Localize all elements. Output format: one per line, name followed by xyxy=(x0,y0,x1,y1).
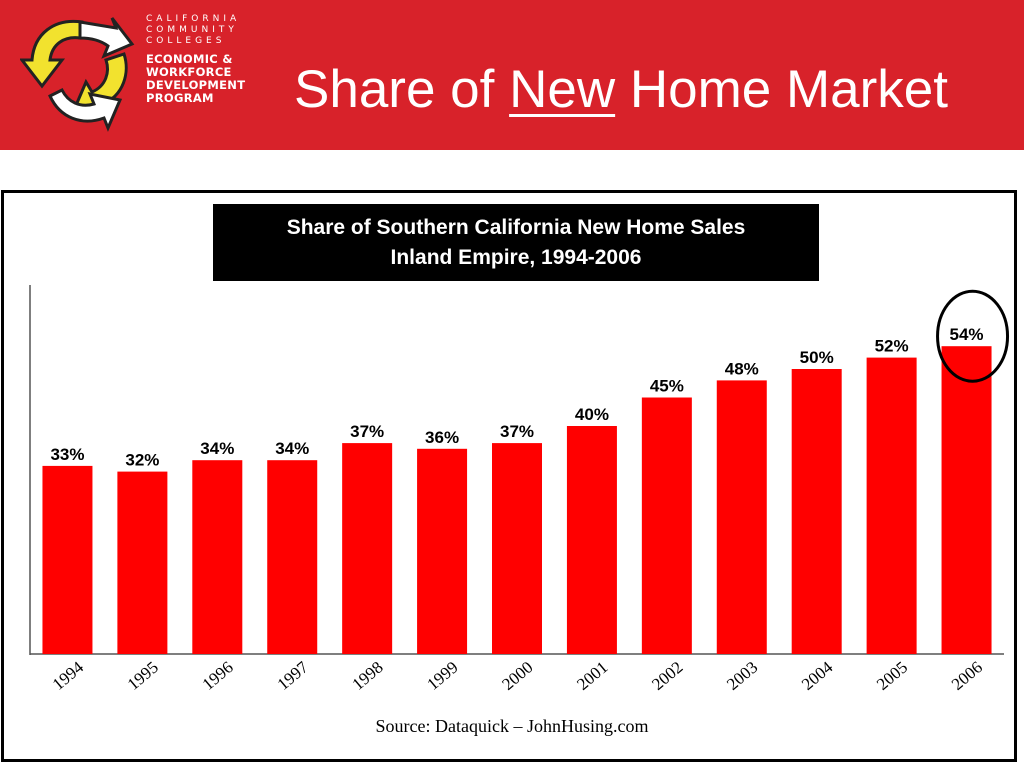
data-label: 34% xyxy=(200,439,234,458)
ccc-logo: CALIFORNIA COMMUNITY COLLEGES ECONOMIC &… xyxy=(20,14,250,139)
chart-title-box: Share of Southern California New Home Sa… xyxy=(213,204,819,281)
data-label: 52% xyxy=(875,337,909,356)
x-tick-label: 2005 xyxy=(873,658,911,694)
logo-line: COLLEGES xyxy=(146,36,226,46)
chart-subtitle: Inland Empire, 1994-2006 xyxy=(390,246,642,269)
highlight-circle xyxy=(936,289,1010,383)
x-tick-label: 2003 xyxy=(723,658,761,694)
chart-title: Share of Southern California New Home Sa… xyxy=(286,216,746,239)
bar xyxy=(192,460,243,654)
x-tick-label: 1995 xyxy=(124,658,162,694)
data-label: 45% xyxy=(650,377,684,396)
x-tick-label: 2000 xyxy=(498,658,536,694)
title-suffix: Home Market xyxy=(615,60,948,119)
x-tick-label: 1997 xyxy=(274,657,313,694)
bar xyxy=(42,465,93,654)
bar xyxy=(641,397,692,654)
x-tick-label: 2006 xyxy=(948,658,986,694)
x-tick-label: 2002 xyxy=(648,658,686,694)
bar xyxy=(342,443,393,654)
title-prefix: Share of xyxy=(294,60,510,119)
bar xyxy=(492,443,542,654)
data-label: 36% xyxy=(425,428,459,447)
data-label: 50% xyxy=(800,348,834,367)
logo-line: CALIFORNIA xyxy=(146,14,241,24)
bar xyxy=(267,460,318,654)
data-label: 40% xyxy=(575,405,609,424)
title-emphasis: New xyxy=(509,60,616,119)
logo-line: DEVELOPMENT xyxy=(146,78,246,92)
bar xyxy=(417,448,468,654)
logo-line: ECONOMIC & xyxy=(146,52,233,66)
recycle-arrows-icon xyxy=(20,17,135,132)
logo-line: WORKFORCE xyxy=(146,65,232,79)
x-tick-label: 2004 xyxy=(798,657,837,694)
data-label: 34% xyxy=(275,439,309,458)
chart-frame xyxy=(1,190,1017,762)
logo-line: COMMUNITY xyxy=(146,25,238,35)
header-banner: CALIFORNIA COMMUNITY COLLEGES ECONOMIC &… xyxy=(0,0,1024,150)
bar xyxy=(716,380,767,654)
data-label: 32% xyxy=(125,451,159,470)
bar xyxy=(941,346,992,654)
bar xyxy=(791,369,842,654)
page-title: Share of New Home Market xyxy=(294,58,948,122)
x-tick-label: 1994 xyxy=(49,657,88,694)
data-label: 48% xyxy=(725,359,759,378)
data-label: 54% xyxy=(950,325,984,344)
data-label: 37% xyxy=(350,422,384,441)
x-tick-label: 1999 xyxy=(423,658,461,694)
source-note: Source: Dataquick – JohnHusing.com xyxy=(375,716,649,736)
logo-line: PROGRAM xyxy=(146,91,214,105)
bar xyxy=(866,357,917,654)
x-tick-label: 2001 xyxy=(573,658,611,694)
data-label: 33% xyxy=(50,445,84,464)
data-label: 37% xyxy=(500,422,534,441)
x-tick-label: 1996 xyxy=(199,658,237,694)
bar xyxy=(117,471,168,654)
logo-text: CALIFORNIA COMMUNITY COLLEGES ECONOMIC &… xyxy=(146,14,245,105)
bar xyxy=(566,426,617,654)
x-tick-label: 1998 xyxy=(348,658,386,694)
